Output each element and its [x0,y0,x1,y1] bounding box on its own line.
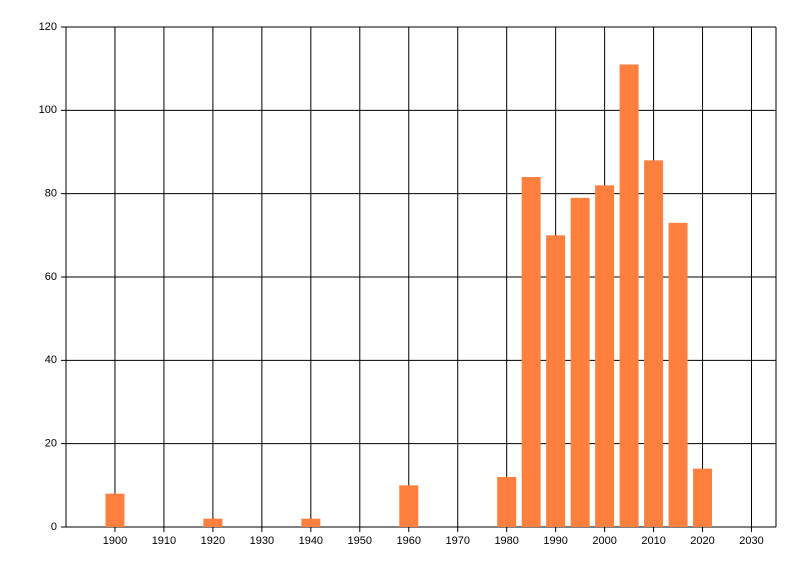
bar [595,185,615,528]
y-tick-label: 100 [39,104,57,116]
y-tick-label: 40 [45,354,57,366]
bar [619,64,639,527]
y-tick-label: 20 [45,438,57,450]
x-tick-label: 1930 [250,535,274,547]
x-tick-label: 1940 [299,535,323,547]
bar [399,485,419,527]
bar [301,518,321,527]
bar [668,222,688,528]
x-tick-label: 1970 [445,535,469,547]
bar [644,160,664,528]
y-tick-label: 60 [45,271,57,283]
bar [546,235,566,528]
x-tick-label: 2020 [690,535,714,547]
bar [203,518,223,527]
x-tick-label: 2010 [641,535,665,547]
y-tick-label: 80 [45,188,57,200]
y-tick-label: 120 [39,21,57,33]
x-tick-label: 1910 [152,535,176,547]
x-tick-label: 1990 [543,535,567,547]
x-tick-label: 1960 [397,535,421,547]
x-tick-label: 1920 [201,535,225,547]
x-tick-label: 1900 [103,535,127,547]
bar [105,493,125,527]
x-tick-label: 2000 [592,535,616,547]
x-tick-label: 1950 [348,535,372,547]
x-tick-label: 1980 [494,535,518,547]
bar [497,477,517,527]
bar [693,468,713,527]
x-tick-label: 2030 [739,535,763,547]
y-tick-label: 0 [51,521,57,533]
bar [570,197,590,528]
bar [521,177,541,527]
